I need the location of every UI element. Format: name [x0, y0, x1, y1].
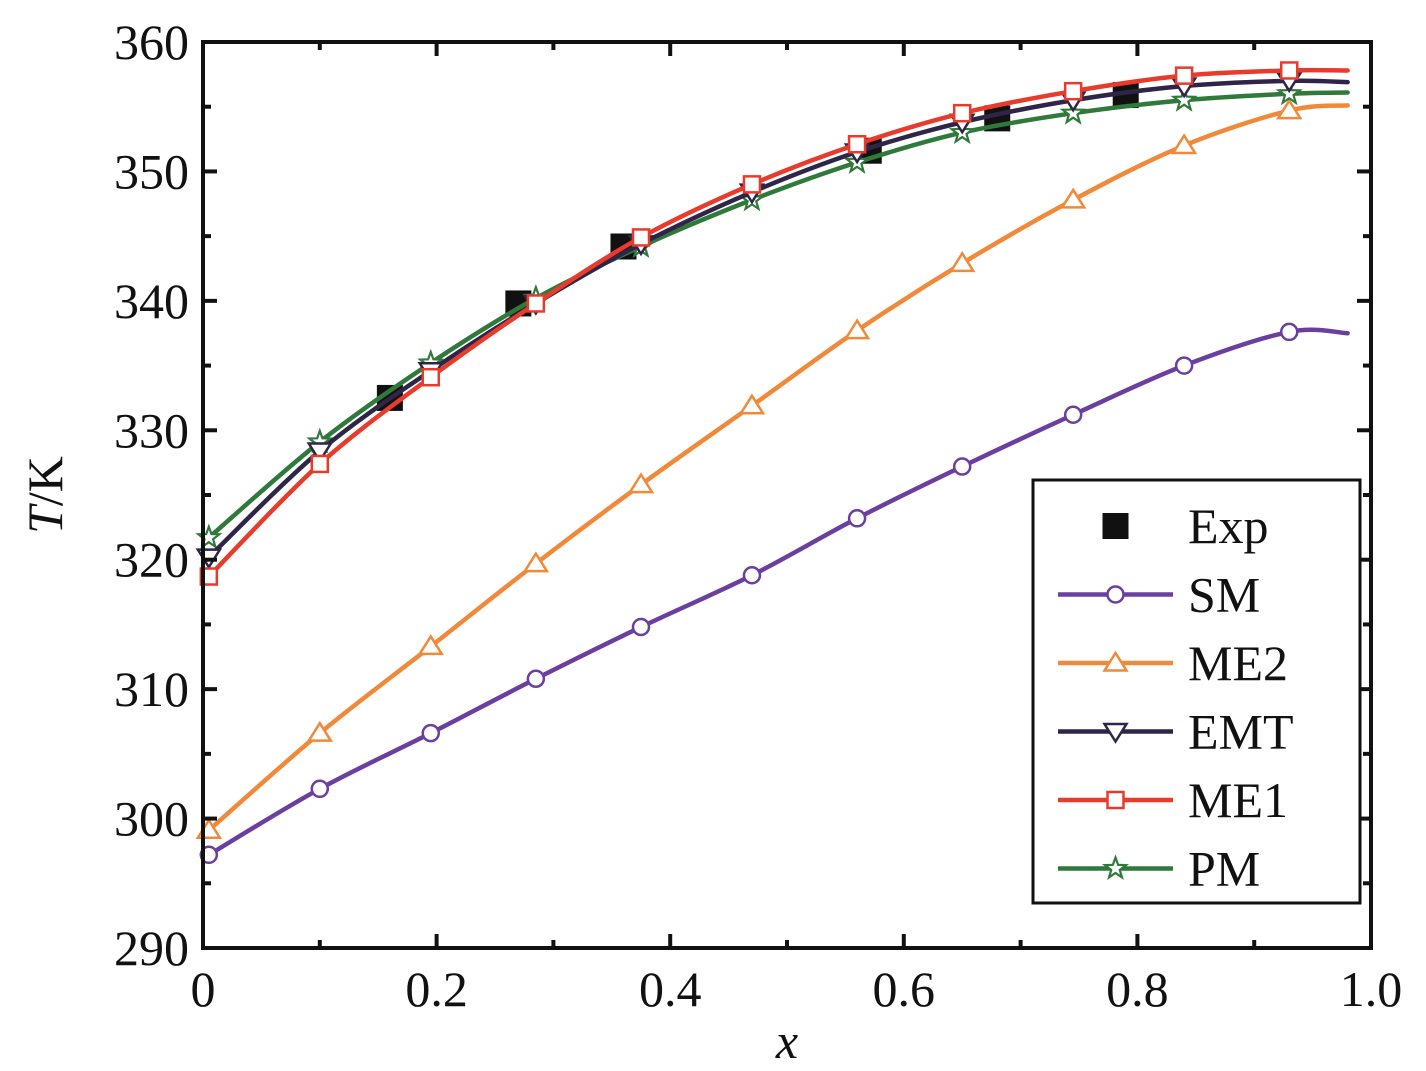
data-point-sm: [742, 565, 762, 585]
legend-item-exp: Exp: [1102, 498, 1269, 554]
data-point-me1: [847, 134, 867, 154]
data-point-me2: [1059, 187, 1087, 209]
data-point-emt: [306, 442, 334, 464]
data-point-sm: [310, 779, 330, 799]
data-point-me1: [742, 175, 762, 194]
legend-label-pm: PM: [1188, 841, 1260, 897]
legend-marker-me2: [1102, 650, 1129, 672]
y-tick-label: 320: [114, 532, 189, 588]
legend-label-me1: ME1: [1188, 772, 1288, 828]
data-point-pm: [195, 523, 223, 550]
data-point-sm: [1063, 405, 1083, 425]
x-axis-title: x: [775, 1013, 798, 1069]
y-tick-label: 330: [114, 402, 189, 458]
data-point-me1: [310, 454, 330, 474]
data-point-me1: [1063, 81, 1083, 101]
legend-item-pm: PM: [1058, 841, 1260, 897]
x-tick-label: 0.2: [405, 961, 468, 1017]
data-point-sm: [1174, 356, 1194, 375]
plot-area: [195, 61, 1350, 865]
data-point-sm: [421, 723, 441, 743]
x-tick-label: 1.0: [1340, 961, 1403, 1017]
data-point-me1: [1174, 66, 1194, 85]
data-point-sm: [631, 617, 651, 637]
data-point-me2: [522, 551, 550, 573]
data-point-me2: [627, 472, 655, 494]
legend-label-exp: Exp: [1188, 498, 1269, 554]
legend-marker-sm: [1106, 585, 1125, 604]
y-tick-label: 300: [114, 791, 189, 847]
data-point-sm: [1279, 322, 1299, 342]
legend-marker-me1: [1106, 790, 1125, 810]
data-point-sm: [847, 509, 867, 528]
legend-label-emt: EMT: [1188, 704, 1294, 760]
data-point-me2: [843, 318, 871, 340]
data-point-me2: [738, 393, 766, 415]
x-tick-label: 0: [191, 961, 216, 1017]
legend-marker-pm: [1101, 854, 1130, 881]
y-tick-label: 350: [114, 143, 189, 199]
legend-item-me2: ME2: [1058, 635, 1288, 691]
data-point-sm: [952, 457, 972, 476]
y-axis-title-symbol: T: [17, 503, 73, 534]
data-point-me2: [417, 634, 445, 656]
data-point-me2: [1275, 98, 1303, 120]
x-tick-label: 0.6: [873, 961, 936, 1017]
legend-box: [1031, 478, 1362, 905]
data-point-pm: [1170, 85, 1198, 112]
data-point-me1: [1279, 61, 1299, 80]
data-point-me1: [526, 294, 546, 313]
legend-item-sm: SM: [1058, 567, 1260, 623]
y-axis-title: T/K: [17, 456, 73, 534]
data-point-me1: [421, 367, 441, 387]
data-point-me1: [631, 228, 651, 247]
y-tick-label: 310: [114, 661, 189, 717]
y-tick-label: 360: [114, 14, 189, 70]
legend-label-sm: SM: [1188, 567, 1260, 623]
y-tick-label: 340: [114, 273, 189, 329]
series-me1: [199, 61, 1350, 586]
y-tick-label: 290: [114, 920, 189, 976]
x-tick-label: 0.8: [1106, 961, 1169, 1017]
data-point-me2: [1170, 133, 1198, 155]
legend-item-me1: ME1: [1058, 772, 1288, 828]
data-point-me2: [306, 720, 334, 742]
legend: Exp SM ME2 EMT ME1 PM: [1031, 478, 1362, 905]
data-point-sm: [526, 669, 546, 689]
data-point-me2: [948, 250, 976, 273]
legend-item-emt: EMT: [1058, 704, 1294, 760]
legend-label-me2: ME2: [1188, 635, 1288, 691]
x-tick-label: 0.4: [639, 961, 702, 1017]
legend-marker-emt: [1102, 722, 1129, 744]
y-axis-title-unit: /K: [17, 456, 73, 506]
axis-ticks: 0 0.2 0.4 0.6 0.8 1.0 290 300 310 320 330 340 350 360: [114, 14, 1402, 1017]
data-point-me1: [952, 103, 972, 123]
legend-marker-exp: [1102, 513, 1129, 539]
series-me2: [195, 98, 1350, 839]
